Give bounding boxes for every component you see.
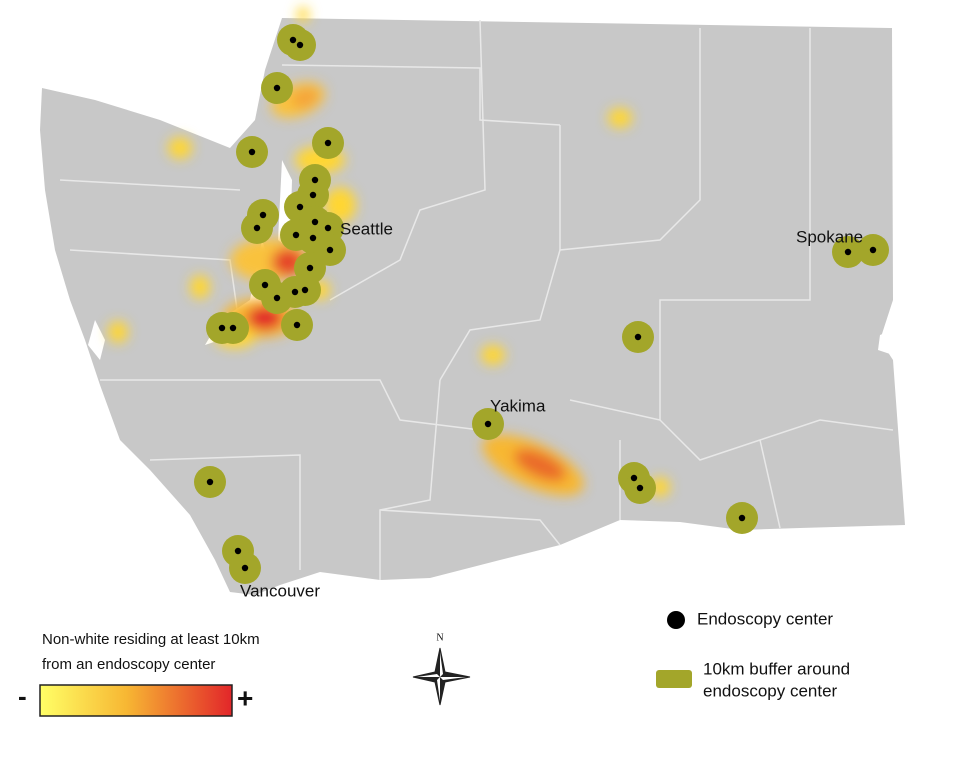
centers [194, 24, 889, 584]
center-dot [309, 191, 317, 199]
center-dot [206, 478, 214, 486]
center-dot [309, 234, 317, 242]
center-dot [634, 333, 642, 341]
heat-blob [514, 448, 566, 482]
center-dot [292, 231, 300, 239]
center-dot [234, 547, 242, 555]
center-dot [293, 321, 301, 329]
center-dot [301, 286, 309, 294]
city-label: Seattle [340, 219, 393, 238]
legend-dot [667, 611, 685, 629]
county-lines [59, 19, 894, 580]
center-dot [311, 176, 319, 184]
center-dot [218, 324, 226, 332]
center-dot [273, 294, 281, 302]
center-dot [869, 246, 877, 254]
heat-blob [608, 108, 632, 128]
center-dot [253, 224, 261, 232]
center-dot [306, 264, 314, 272]
legend-title: Non-white residing at least 10km [42, 631, 260, 648]
legend-title: from an endoscopy center [42, 656, 215, 673]
center-dot [259, 211, 267, 219]
legend-label: endoscopy center [703, 681, 838, 700]
center-dot [261, 281, 269, 289]
compass-label: N [436, 632, 443, 643]
compass: N [412, 632, 471, 706]
center-dot [484, 420, 492, 428]
legend-buffer [656, 670, 692, 688]
center-dot [248, 148, 256, 156]
heat-blob [168, 137, 192, 159]
city-label: Vancouver [240, 581, 320, 600]
center-dot [296, 203, 304, 211]
center-dot [324, 224, 332, 232]
heat-blob [291, 88, 319, 108]
legend-gradient [39, 684, 233, 717]
center-dot [296, 41, 304, 49]
center-dot [630, 474, 638, 482]
city-label: Spokane [796, 227, 863, 246]
center-dot [289, 36, 297, 44]
legend-label: 10km buffer around [703, 659, 850, 678]
heat-blob [297, 7, 309, 23]
legend-label: Endoscopy center [697, 609, 833, 628]
center-dot [844, 248, 852, 256]
center-dot [311, 218, 319, 226]
center-dot [636, 484, 644, 492]
center-dot [738, 514, 746, 522]
city-label: Yakima [490, 396, 546, 415]
center-dot [291, 288, 299, 296]
center-dot [324, 139, 332, 147]
center-dot [326, 246, 334, 254]
legend-minus: - [18, 681, 27, 711]
heat-blob [481, 345, 505, 365]
heat-blob [108, 321, 128, 343]
center-dot [229, 324, 237, 332]
heat-blob [190, 275, 210, 299]
legend-plus: + [237, 682, 253, 713]
center-dot [273, 84, 281, 92]
center-dot [241, 564, 249, 572]
